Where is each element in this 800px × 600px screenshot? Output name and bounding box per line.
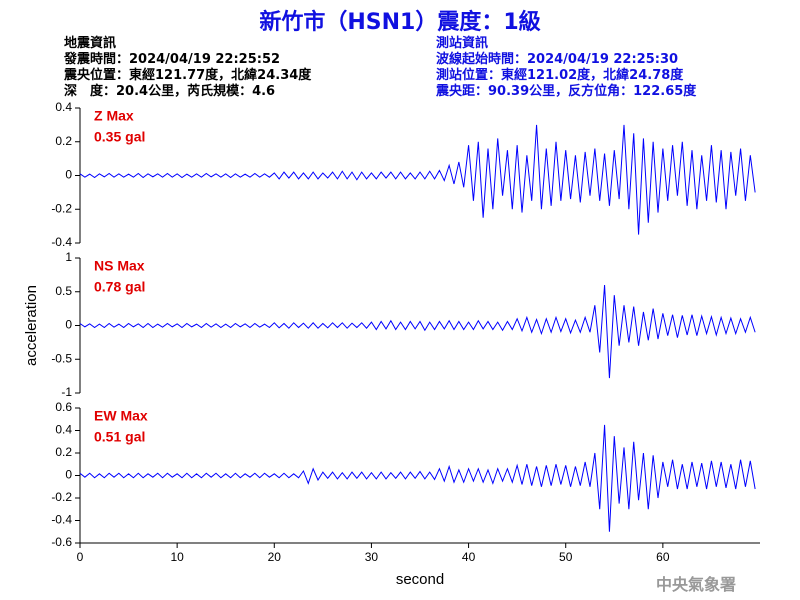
y-tick-label: 0.6	[55, 400, 72, 414]
info-line: 發震時間：2024/04/19 22:25:52	[64, 52, 281, 67]
info-line: 測站位置：東經121.02度，北緯24.78度	[436, 68, 684, 83]
annotation: EW Max	[94, 408, 148, 424]
y-tick-label: 0.2	[55, 445, 72, 459]
info-line: 深 度：20.4公里，芮氏規模：4.6	[64, 84, 276, 99]
x-tick-label: 20	[268, 550, 282, 564]
waveform	[79, 424, 756, 532]
waveform	[79, 124, 756, 235]
y-axis-label: acceleration	[23, 285, 40, 366]
y-tick-label: -0.4	[51, 513, 72, 527]
y-tick-label: -0.2	[51, 201, 72, 215]
x-tick-label: 30	[365, 550, 379, 564]
y-tick-label: -0.4	[51, 235, 72, 249]
info-line: 波線起始時間：2024/04/19 22:25:30	[436, 52, 679, 67]
info-line: 地震資訊	[64, 36, 117, 51]
x-tick-label: 10	[170, 550, 184, 564]
y-tick-label: 0.5	[55, 284, 72, 298]
y-tick-label: 0.4	[55, 423, 72, 437]
x-tick-label: 40	[462, 550, 476, 564]
event-info: 地震資訊 發震時間：2024/04/19 22:25:52 震央位置：東經121…	[64, 36, 311, 100]
annotation: 0.35 gal	[94, 129, 145, 145]
x-axis-label: second	[396, 571, 444, 588]
footer: 中央氣象署	[656, 575, 737, 594]
y-tick-label: 0	[65, 168, 72, 182]
x-tick-label: 0	[77, 550, 84, 564]
annotation: NS Max	[94, 258, 145, 274]
annotation: 0.51 gal	[94, 429, 145, 445]
y-tick-label: -0.5	[51, 351, 72, 365]
annotation: Z Max	[94, 108, 134, 124]
y-tick-label: 1	[65, 250, 72, 264]
waveform	[79, 284, 756, 379]
x-tick-label: 60	[656, 550, 670, 564]
annotation: 0.78 gal	[94, 279, 145, 295]
y-tick-label: 0	[65, 318, 72, 332]
station-info: 測站資訊 波線起始時間：2024/04/19 22:25:30 測站位置：東經1…	[436, 36, 696, 100]
y-tick-label: 0.4	[55, 100, 72, 114]
info-line: 震央位置：東經121.77度，北緯24.34度	[64, 68, 312, 83]
y-tick-label: -1	[61, 385, 72, 399]
x-tick-label: 50	[559, 550, 573, 564]
info-line: 測站資訊	[436, 36, 489, 51]
y-tick-label: -0.6	[51, 535, 72, 549]
info-line: 震央距：90.39公里，反方位角：122.65度	[436, 84, 697, 99]
title: 新竹市（HSN1）震度：1級	[259, 10, 541, 35]
y-tick-label: 0	[65, 468, 72, 482]
y-tick-label: -0.2	[51, 490, 72, 504]
y-tick-label: 0.2	[55, 134, 72, 148]
